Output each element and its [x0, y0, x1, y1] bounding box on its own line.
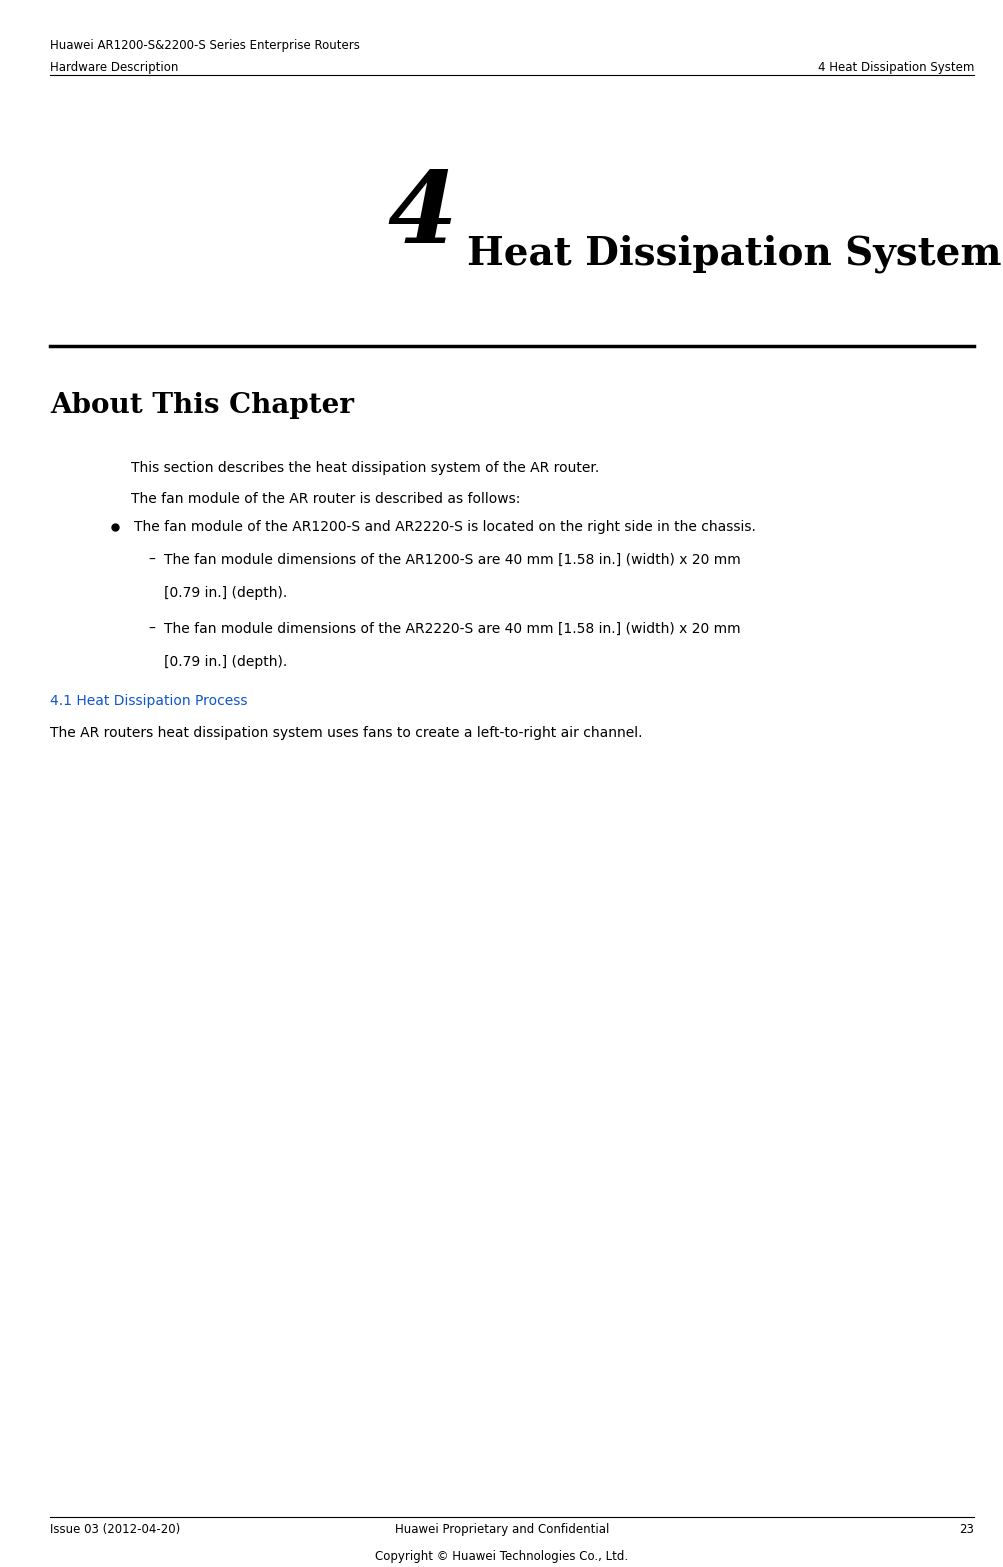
Text: Heat Dissipation System: Heat Dissipation System	[466, 233, 1000, 273]
Text: 4 Heat Dissipation System: 4 Heat Dissipation System	[816, 61, 973, 74]
Text: Issue 03 (2012-04-20): Issue 03 (2012-04-20)	[50, 1523, 181, 1536]
Text: This section describes the heat dissipation system of the AR router.: This section describes the heat dissipat…	[130, 461, 598, 475]
Text: 4: 4	[387, 166, 456, 263]
Text: [0.79 in.] (depth).: [0.79 in.] (depth).	[163, 655, 287, 669]
Text: The AR routers heat dissipation system uses fans to create a left-to-right air c: The AR routers heat dissipation system u…	[50, 726, 642, 740]
Text: [0.79 in.] (depth).: [0.79 in.] (depth).	[163, 586, 287, 600]
Text: Huawei AR1200-S&2200-S Series Enterprise Routers: Huawei AR1200-S&2200-S Series Enterprise…	[50, 39, 360, 52]
Text: The fan module of the AR router is described as follows:: The fan module of the AR router is descr…	[130, 492, 520, 506]
Text: Huawei Proprietary and Confidential: Huawei Proprietary and Confidential	[394, 1523, 609, 1536]
Text: 23: 23	[958, 1523, 973, 1536]
Text: Hardware Description: Hardware Description	[50, 61, 179, 74]
Text: 4.1 Heat Dissipation Process: 4.1 Heat Dissipation Process	[50, 694, 248, 708]
Text: –: –	[148, 553, 155, 567]
Text: The fan module dimensions of the AR1200-S are 40 mm [1.58 in.] (width) x 20 mm: The fan module dimensions of the AR1200-…	[163, 553, 739, 567]
Text: About This Chapter: About This Chapter	[50, 392, 354, 418]
Text: –: –	[148, 622, 155, 636]
Text: The fan module of the AR1200-S and AR2220-S is located on the right side in the : The fan module of the AR1200-S and AR222…	[133, 520, 754, 534]
Text: Copyright © Huawei Technologies Co., Ltd.: Copyright © Huawei Technologies Co., Ltd…	[375, 1550, 628, 1562]
Text: The fan module dimensions of the AR2220-S are 40 mm [1.58 in.] (width) x 20 mm: The fan module dimensions of the AR2220-…	[163, 622, 739, 636]
